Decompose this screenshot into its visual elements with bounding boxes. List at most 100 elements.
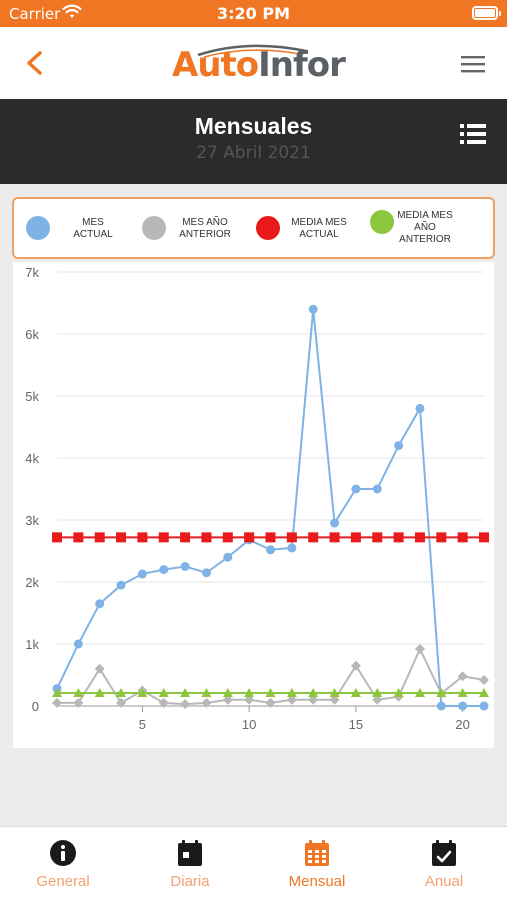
page-date: 27 Abril 2021 [196, 143, 311, 163]
calendar-check-icon [432, 840, 456, 866]
legend-item-media-mes-actual[interactable]: MEDIA MES ACTUAL [254, 199, 364, 257]
data-point-mes-ano-anterior [308, 694, 319, 705]
tab-label: Diaria [170, 873, 210, 890]
data-point-mes-actual [372, 484, 382, 494]
data-point-mes-ano-anterior [350, 660, 361, 671]
data-point-media-mes-actual [286, 532, 297, 543]
legend-item-mes-actual[interactable]: MES ACTUAL [24, 199, 134, 257]
data-point-media-mes-ano-anterior [457, 687, 468, 697]
data-point-mes-ano-anterior [286, 694, 297, 705]
legend-swatch [370, 210, 394, 234]
data-point-media-mes-actual [350, 532, 361, 543]
y-tick-label: 0 [32, 699, 39, 714]
data-point-media-mes-ano-anterior [201, 687, 212, 697]
legend-item-media-mes-ano-anterior[interactable]: MEDIA MES AÑO ANTERIOR [368, 199, 488, 257]
tab-diaria[interactable]: Diaria [127, 827, 253, 900]
y-tick-label: 2k [25, 575, 39, 590]
back-button[interactable] [18, 45, 54, 81]
data-point-mes-ano-anterior [52, 697, 62, 708]
data-point-media-mes-ano-anterior [137, 687, 148, 697]
logo-text-auto: Auto [172, 45, 259, 85]
data-point-media-mes-ano-anterior [94, 687, 105, 697]
section-header: Mensuales 27 Abril 2021 [0, 99, 507, 184]
data-point-mes-actual [266, 545, 275, 555]
tab-general[interactable]: General [0, 827, 126, 900]
wifi-icon [62, 4, 82, 24]
data-point-mes-ano-anterior [479, 674, 489, 685]
tab-anual[interactable]: Anual [381, 827, 507, 900]
data-point-media-mes-ano-anterior [350, 687, 361, 697]
line-chart: 0 1k 2k 3k 4k 5k 6k 7k 5 10 15 20 [25, 265, 489, 732]
nav-bar: AutoInfor [0, 27, 507, 99]
data-point-media-mes-ano-anterior [180, 687, 191, 697]
menu-button[interactable] [458, 49, 488, 79]
data-point-media-mes-actual [158, 532, 169, 543]
data-point-mes-actual [159, 565, 169, 575]
data-point-media-mes-actual [180, 532, 191, 543]
data-point-media-mes-ano-anterior [158, 687, 169, 697]
autoinfor-logo: AutoInfor [168, 41, 346, 89]
list-view-button[interactable] [458, 121, 488, 147]
data-point-mes-ano-anterior [457, 671, 468, 682]
data-point-media-mes-ano-anterior [286, 687, 297, 697]
legend-item-mes-ano-anterior[interactable]: MES AÑO ANTERIOR [140, 199, 250, 257]
data-point-media-mes-actual [457, 532, 468, 543]
data-point-media-mes-actual [94, 532, 105, 543]
hamburger-icon [461, 56, 485, 73]
carrier-label: Carrier [9, 5, 61, 23]
data-point-mes-actual [330, 518, 340, 528]
legend-swatch [256, 216, 280, 240]
tab-label: Anual [424, 873, 464, 890]
data-point-media-mes-ano-anterior [393, 687, 404, 697]
x-tick-label: 5 [139, 717, 146, 732]
data-point-mes-ano-anterior [180, 699, 191, 710]
data-point-media-mes-actual [393, 532, 404, 543]
data-point-media-mes-actual [73, 532, 84, 543]
data-point-mes-ano-anterior [201, 697, 212, 708]
y-tick-label: 7k [25, 265, 39, 280]
y-tick-label: 3k [25, 513, 39, 528]
data-point-media-mes-actual [201, 532, 212, 543]
data-point-mes-actual [479, 701, 489, 711]
legend-swatch [26, 216, 50, 240]
data-point-mes-ano-anterior [372, 694, 383, 705]
data-point-media-mes-actual [479, 532, 489, 543]
data-point-mes-actual [436, 701, 446, 711]
legend-swatch [142, 216, 166, 240]
data-point-media-mes-ano-anterior [244, 687, 255, 697]
data-point-mes-actual [180, 562, 190, 571]
list-icon [460, 124, 486, 144]
data-point-media-mes-actual [244, 532, 255, 543]
y-tick-label: 4k [25, 451, 39, 466]
data-point-media-mes-actual [436, 532, 447, 543]
data-point-media-mes-ano-anterior [52, 687, 62, 697]
tab-mensual[interactable]: Mensual [254, 827, 380, 900]
page-title: Mensuales [194, 113, 313, 139]
data-point-media-mes-ano-anterior [414, 687, 425, 697]
data-point-media-mes-actual [308, 532, 319, 543]
calendar-day-icon [178, 840, 202, 866]
data-point-mes-ano-anterior [158, 697, 169, 708]
clock: 3:20 PM [216, 4, 290, 23]
data-point-mes-ano-anterior [73, 697, 84, 708]
data-point-mes-actual [351, 484, 361, 494]
data-point-media-mes-ano-anterior [372, 687, 383, 697]
data-point-mes-ano-anterior [329, 694, 340, 705]
data-point-media-mes-actual [116, 532, 127, 543]
legend-label: MES AÑO ANTERIOR [179, 217, 231, 240]
data-point-mes-actual [73, 639, 83, 649]
tab-label: General [36, 873, 90, 890]
data-point-mes-actual [95, 599, 105, 609]
data-point-mes-ano-anterior [244, 694, 255, 705]
chart-legend: MES ACTUAL MES AÑO ANTERIOR MEDIA MES ACTUA… [12, 197, 495, 259]
y-tick-label: 6k [25, 327, 39, 342]
status-bar: Carrier 3:20 PM [0, 0, 507, 27]
data-point-mes-ano-anterior [116, 697, 127, 708]
data-point-media-mes-actual [52, 532, 62, 543]
x-tick-label: 15 [349, 717, 363, 732]
chevron-left-icon [27, 51, 42, 75]
chart-card: 0 1k 2k 3k 4k 5k 6k 7k 5 10 15 20 [13, 262, 494, 748]
data-point-media-mes-ano-anterior [73, 687, 84, 697]
data-point-mes-ano-anterior [414, 643, 425, 654]
x-tick-label: 10 [242, 717, 256, 732]
